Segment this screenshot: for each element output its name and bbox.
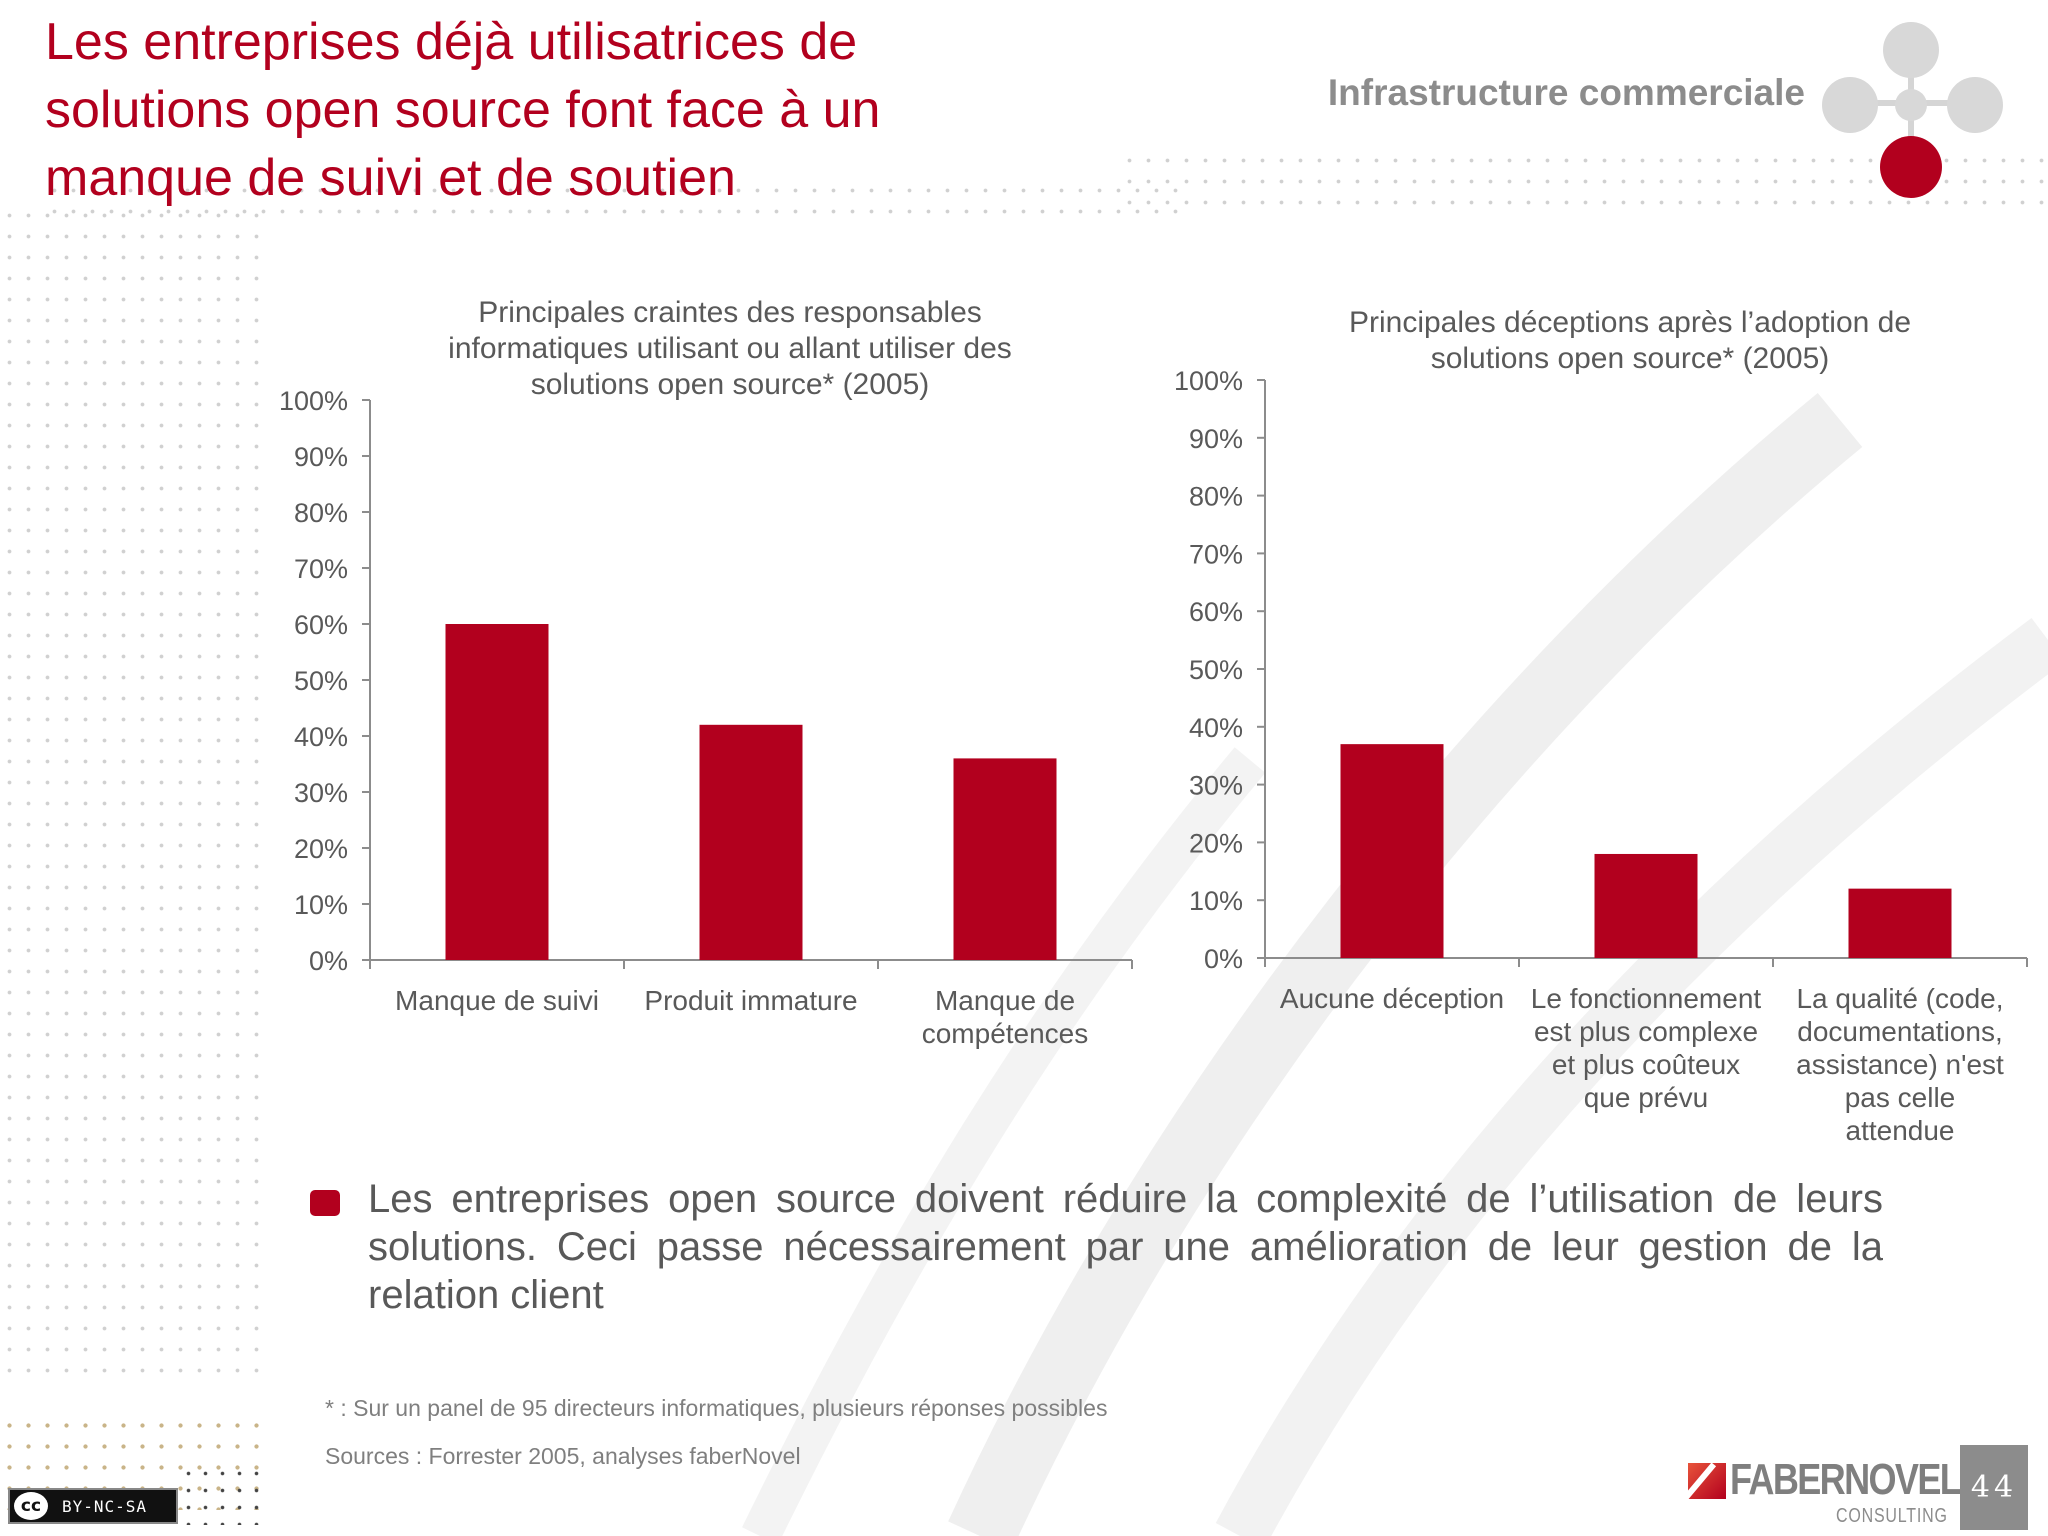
y-tick-label: 70% (1189, 539, 1243, 569)
y-tick-label: 90% (1189, 424, 1243, 454)
y-tick-label: 50% (1189, 655, 1243, 685)
brand-name: FABERNOVEL (1730, 1455, 1962, 1504)
bar (953, 758, 1057, 960)
y-tick-label: 30% (1189, 771, 1243, 801)
x-category-label: Manque de suivi (395, 985, 599, 1016)
y-tick-label: 20% (294, 834, 348, 864)
section-nodes-icon (1822, 22, 2003, 198)
brand-mark-icon (1688, 1463, 1726, 1499)
y-tick-label: 90% (294, 442, 348, 472)
y-tick-label: 0% (1204, 944, 1243, 974)
x-category-label: Aucune déception (1280, 983, 1504, 1014)
y-tick-label: 40% (294, 722, 348, 752)
bar (1594, 853, 1698, 958)
bar (699, 724, 803, 960)
y-tick-label: 100% (1174, 366, 1243, 396)
license-text: BY-NC-SA (62, 1496, 148, 1516)
chart-2-title: Principales déceptions après l’adoption … (1348, 306, 1912, 375)
footnote: * : Sur un panel de 95 directeurs inform… (325, 1395, 1108, 1421)
y-tick-label: 80% (1189, 482, 1243, 512)
y-tick-label: 20% (1189, 828, 1243, 858)
bar (1340, 744, 1444, 958)
cc-logo-icon: cc (14, 1492, 48, 1520)
brand-subtitle: CONSULTING (1836, 1505, 1948, 1527)
y-tick-label: 50% (294, 666, 348, 696)
section-label: Infrastructure commerciale (1327, 72, 1805, 113)
page-number: 44 (1960, 1445, 2028, 1530)
x-category-label: Produit immature (644, 985, 857, 1016)
chart-1: 0% 10% 20% 30% 40% 50% 60% 70% 80% 90% 100% Manque … (279, 386, 1133, 1049)
y-tick-label: 80% (294, 498, 348, 528)
sources: Sources : Forrester 2005, analyses faber… (325, 1443, 801, 1469)
x-category-label: Manque de compétences (922, 985, 1089, 1049)
chart-2: 0% 10% 20% 30% 40% 50% 60% 70% 80% 90% 100% Aucune … (1174, 366, 2028, 1146)
y-tick-label: 0% (309, 946, 348, 976)
y-tick-label: 60% (1189, 597, 1243, 627)
y-tick-label: 40% (1189, 713, 1243, 743)
bar (445, 624, 549, 960)
dot-pattern-top (45, 180, 1180, 222)
y-tick-label: 10% (1189, 886, 1243, 916)
bar (1848, 888, 1952, 958)
bullet-text: Les entreprises open source doivent rédu… (368, 1177, 1883, 1317)
dot-pattern-left (0, 205, 265, 1385)
slide-title: Les entreprises déjà utilisatrices de so… (45, 13, 881, 207)
x-category-label: La qualité (code, documentations, assistan… (1796, 983, 2004, 1146)
y-tick-label: 100% (279, 386, 348, 416)
y-tick-label: 60% (294, 610, 348, 640)
x-category-label: Le fonctionnement est plus complexe et plu… (1531, 983, 1762, 1113)
bullet-marker (310, 1190, 340, 1216)
y-tick-label: 10% (294, 890, 348, 920)
cc-license-badge: cc BY-NC-SA (8, 1488, 178, 1524)
y-tick-label: 70% (294, 554, 348, 584)
y-tick-label: 30% (294, 778, 348, 808)
chart-1-title: Principales craintes des responsables in… (448, 296, 1012, 401)
dot-pattern-dark (180, 1465, 265, 1525)
